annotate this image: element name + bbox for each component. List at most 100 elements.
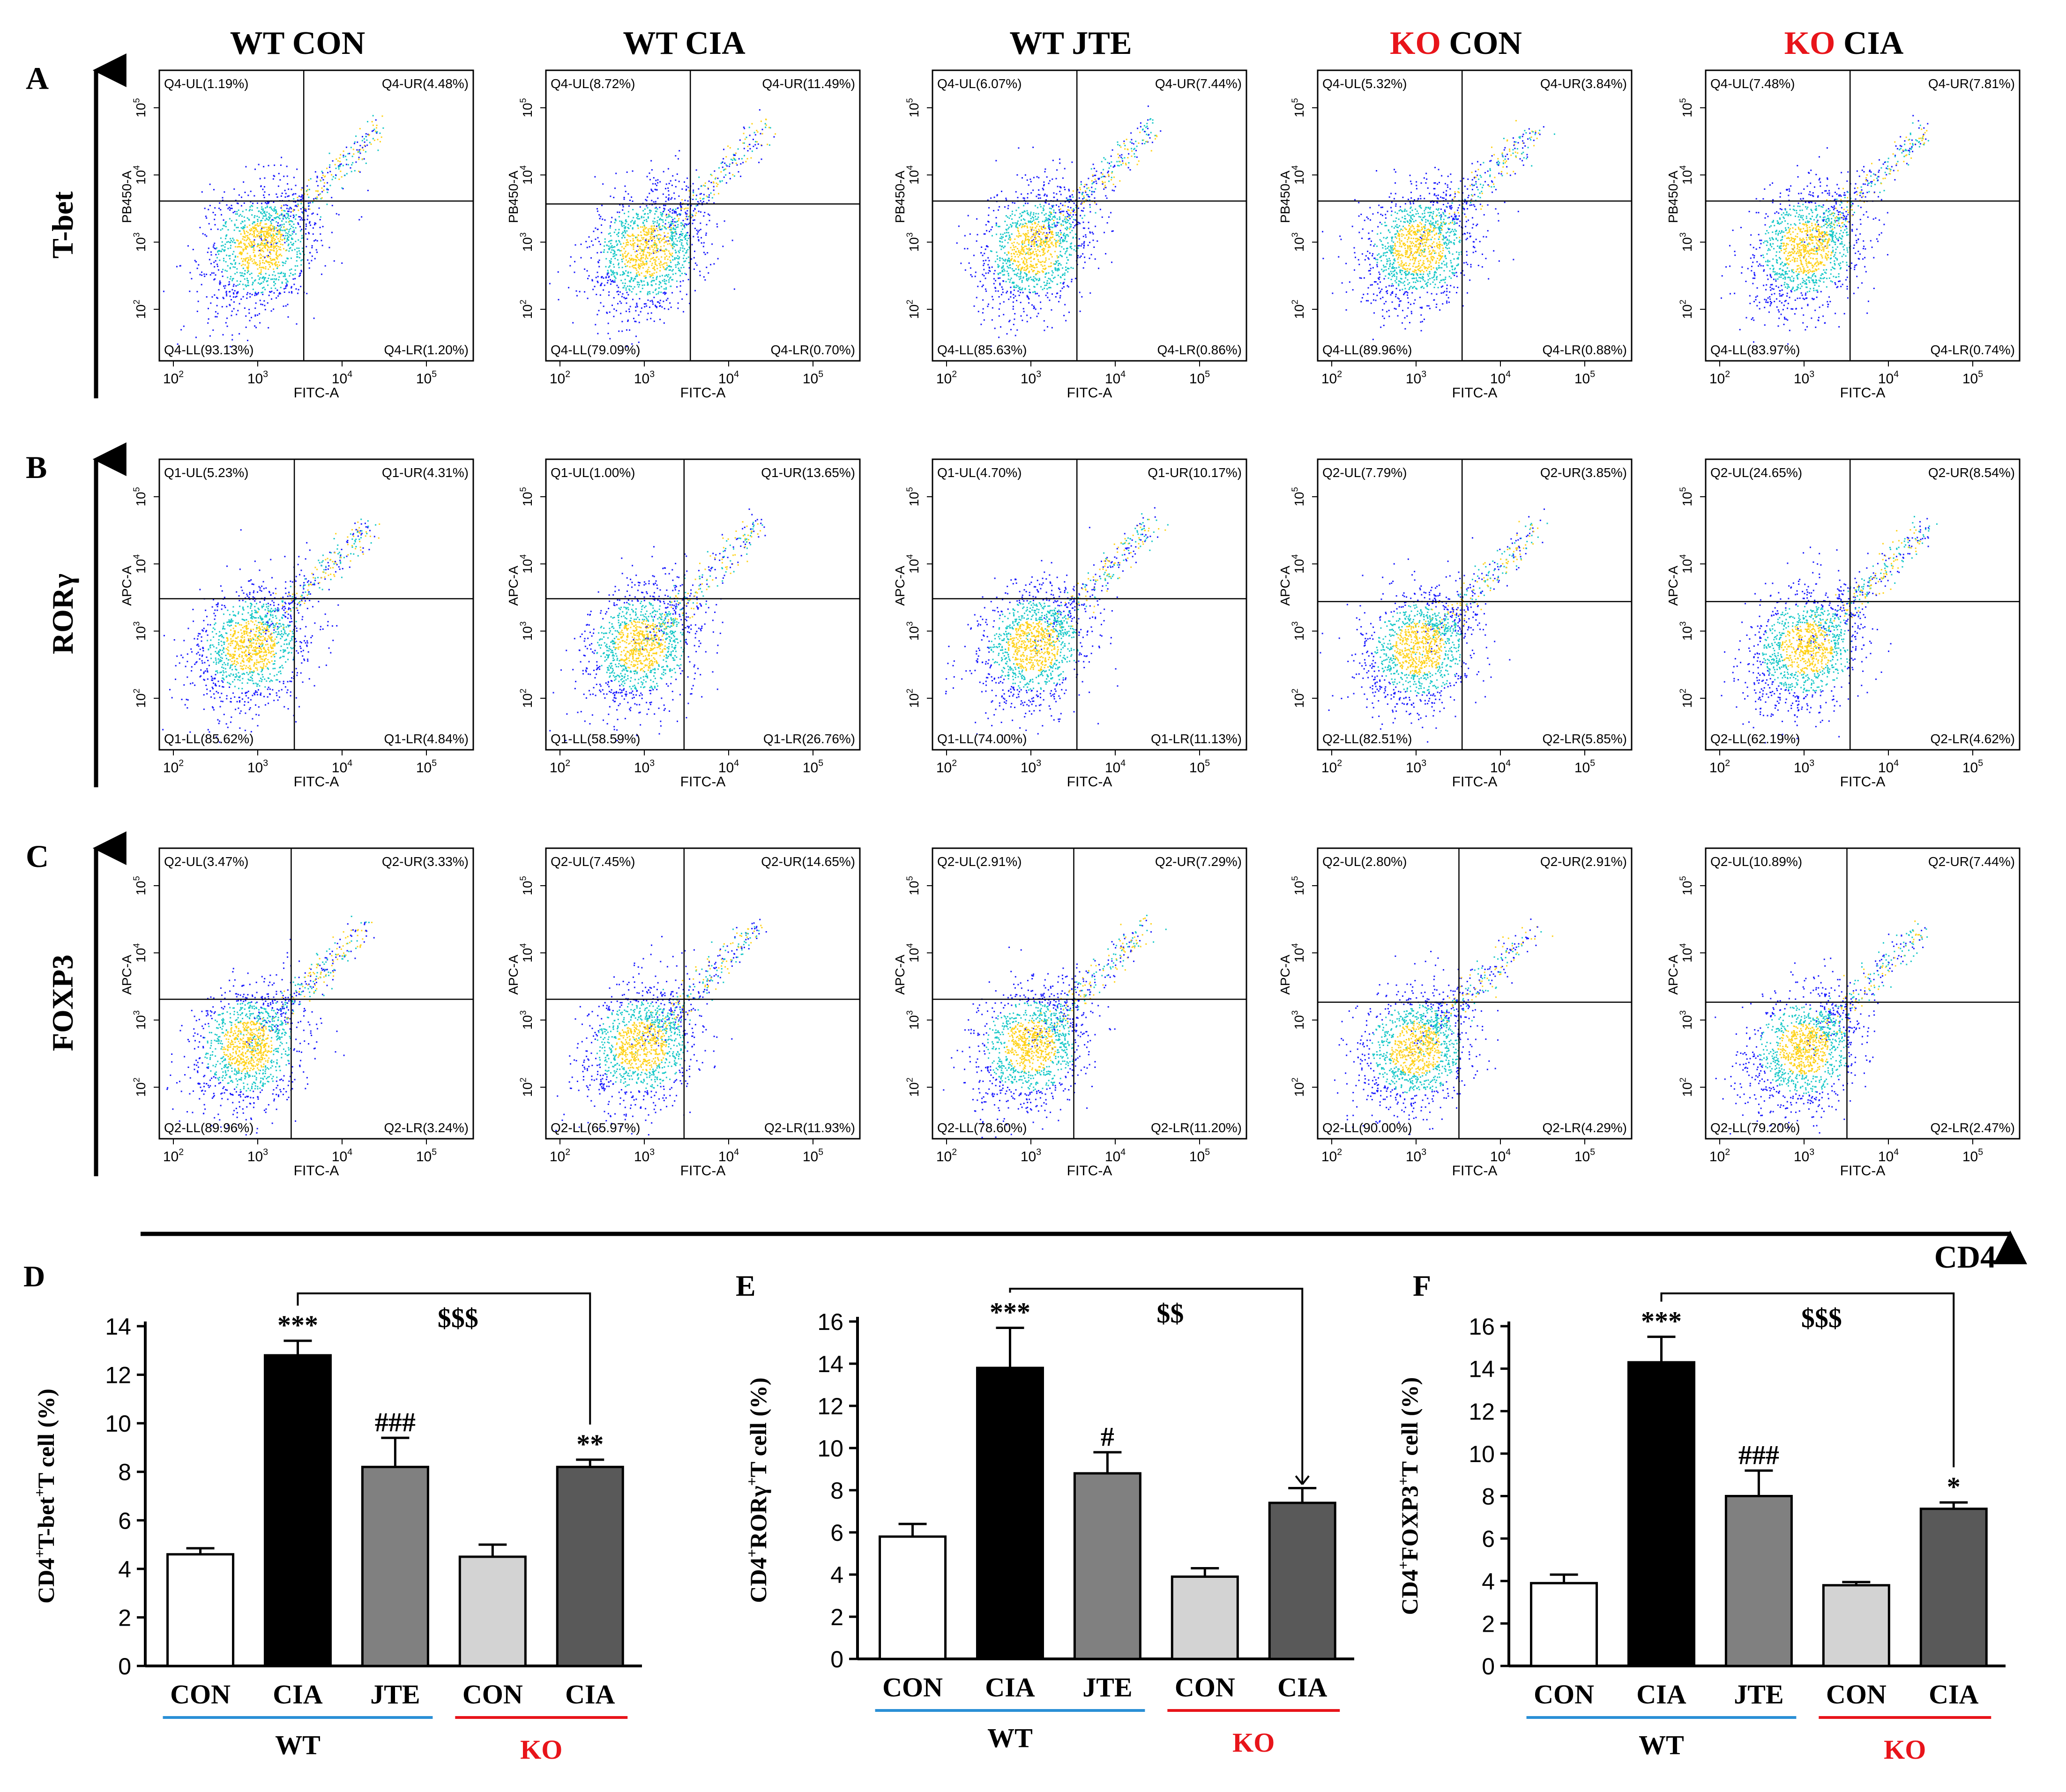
- y-tick-label: 105: [132, 98, 148, 117]
- quadrant-ul: Q2-UL(7.45%): [551, 854, 635, 869]
- flow-frame: [1705, 458, 2021, 751]
- y-tick-label: 10: [817, 1435, 843, 1462]
- y-tick-label: 102: [518, 688, 535, 708]
- quadrant-lr: Q2-LR(4.62%): [1930, 732, 2015, 746]
- panel-letter: C: [26, 838, 49, 874]
- flow-frame: [1317, 69, 1633, 362]
- x-tick-label: 103: [1021, 1147, 1041, 1165]
- x-tick-label: 105: [803, 758, 823, 776]
- chart-letter: D: [23, 1260, 45, 1293]
- x-tick-label: 103: [1406, 1147, 1426, 1165]
- group-label-ko: KO: [520, 1734, 562, 1765]
- y-tick-label: 0: [830, 1646, 843, 1673]
- quadrant-ur: Q2-UR(3.85%): [1540, 465, 1627, 480]
- category-label: CON: [882, 1672, 943, 1702]
- flow-y-label: APC-A: [1278, 955, 1292, 995]
- y-tick-label: 14: [817, 1351, 843, 1377]
- row-label: T-bet: [46, 191, 79, 259]
- y-tick-label: 104: [1678, 943, 1694, 963]
- y-tick-label: 104: [905, 165, 921, 185]
- flow-frame: [1705, 847, 2021, 1140]
- bracket-label: $$: [1156, 1298, 1184, 1329]
- x-tick-label: 103: [634, 369, 655, 387]
- bar-chart: D 0 2 4 6 8 10 12 14 CD4+T-bet+T cell (%) CON *** CI…: [23, 1260, 642, 1765]
- quadrant-ll: Q4-LL(89.96%): [1322, 343, 1412, 357]
- flow-panel: Q2-UL(24.65%) Q2-UR(8.54%) Q2-LL(62.19%) Q2…: [1666, 458, 2021, 790]
- x-tick-label: 105: [1574, 369, 1595, 387]
- x-tick-label: 105: [1574, 758, 1595, 776]
- x-tick-label: 102: [1321, 1147, 1342, 1165]
- y-tick-label: 104: [132, 165, 148, 185]
- comparison-bracket: [1660, 1292, 1955, 1468]
- y-tick-label: 103: [1290, 232, 1306, 252]
- y-tick-label: 105: [1290, 487, 1306, 506]
- y-tick-label: 4: [1482, 1568, 1495, 1595]
- flow-panel: Q1-UL(1.00%) Q1-UR(13.65%) Q1-LL(58.59%) Q1…: [506, 458, 861, 790]
- comparison-bracket: [1009, 1288, 1304, 1485]
- flow-frame: [158, 847, 474, 1140]
- y-tick-label: 103: [905, 232, 921, 252]
- x-tick-label: 104: [1105, 1147, 1126, 1165]
- flow-panel: Q2-UL(2.80%) Q2-UR(2.91%) Q2-LL(90.00%) Q2-…: [1278, 847, 1633, 1179]
- quadrant-lr: Q1-LR(26.76%): [763, 732, 855, 746]
- y-tick-label: 104: [518, 943, 535, 963]
- category-label: CIA: [985, 1672, 1035, 1702]
- quadrant-ur: Q1-UR(4.31%): [382, 465, 469, 480]
- y-tick-label: 103: [132, 621, 148, 641]
- y-tick-label: 102: [905, 299, 921, 319]
- flow-x-label: FITC-A: [294, 1163, 339, 1179]
- x-tick-label: 104: [1105, 758, 1126, 776]
- quadrant-ll: Q2-LL(82.51%): [1322, 732, 1412, 746]
- x-tick-label: 103: [1794, 369, 1814, 387]
- quadrant-ur: Q2-UR(7.29%): [1155, 854, 1242, 869]
- flow-y-label: APC-A: [119, 955, 134, 995]
- flow-dots: [1715, 920, 1928, 1135]
- flow-panel: Q2-UL(2.91%) Q2-UR(7.29%) Q2-LL(78.60%) Q2-…: [893, 847, 1247, 1179]
- x-tick-label: 103: [247, 1147, 268, 1165]
- y-tick-label: 8: [1482, 1484, 1495, 1510]
- x-tick-label: 105: [416, 369, 437, 387]
- y-tick-label: 103: [518, 621, 535, 641]
- quadrant-ll: Q2-LL(89.96%): [164, 1120, 254, 1135]
- quadrant-ul: Q4-UL(1.19%): [164, 76, 249, 91]
- flow-dots: [555, 918, 767, 1136]
- y-tick-label: 105: [132, 876, 148, 895]
- x-tick-label: 105: [803, 369, 823, 387]
- category-label: CON: [1826, 1679, 1887, 1710]
- x-tick-label: 102: [1321, 369, 1342, 387]
- significance-mark: ***: [277, 1310, 318, 1340]
- column-header: KO CIA: [1784, 25, 1904, 61]
- flow-x-label: FITC-A: [1840, 1163, 1886, 1179]
- category-label: JTE: [1082, 1672, 1132, 1702]
- y-tick-label: 103: [518, 1010, 535, 1030]
- flow-panel: Q2-UL(7.45%) Q2-UR(14.65%) Q2-LL(65.97%) Q2…: [506, 847, 861, 1179]
- flow-dots: [1334, 918, 1553, 1135]
- x-tick-label: 103: [634, 758, 655, 776]
- quadrant-lr: Q2-LR(11.93%): [764, 1120, 855, 1135]
- quadrant-lr: Q2-LR(4.29%): [1542, 1120, 1627, 1135]
- y-tick-label: 105: [905, 487, 921, 506]
- y-tick-label: 105: [1678, 98, 1694, 117]
- category-label: CIA: [1277, 1672, 1327, 1702]
- chart-letter: E: [736, 1269, 756, 1302]
- x-tick-label: 104: [1490, 369, 1511, 387]
- y-tick-label: 104: [1290, 554, 1306, 574]
- significance-mark: ***: [990, 1297, 1030, 1328]
- flow-y-label: APC-A: [506, 955, 521, 995]
- comparison-bracket: [297, 1292, 591, 1425]
- y-tick-label: 12: [1469, 1398, 1495, 1425]
- y-tick-label: 14: [1469, 1356, 1495, 1382]
- column-header: WT CIA: [623, 25, 746, 61]
- y-tick-label: 102: [1290, 299, 1306, 319]
- flow-panel: Q2-UL(10.89%) Q2-UR(7.44%) Q2-LL(79.20%) Q2…: [1666, 847, 2021, 1179]
- quadrant-ur: Q2-UR(7.44%): [1928, 854, 2015, 869]
- group-label-wt: WT: [1639, 1730, 1684, 1760]
- y-tick-label: 102: [132, 299, 148, 319]
- x-tick-label: 103: [1794, 758, 1814, 776]
- y-tick-label: 102: [1678, 1077, 1694, 1097]
- row-label: RORγ: [46, 574, 79, 654]
- y-tick-label: 102: [1678, 299, 1694, 319]
- x-tick-label: 104: [1105, 369, 1126, 387]
- quadrant-lr: Q2-LR(11.20%): [1151, 1120, 1242, 1135]
- bar: [976, 1366, 1044, 1660]
